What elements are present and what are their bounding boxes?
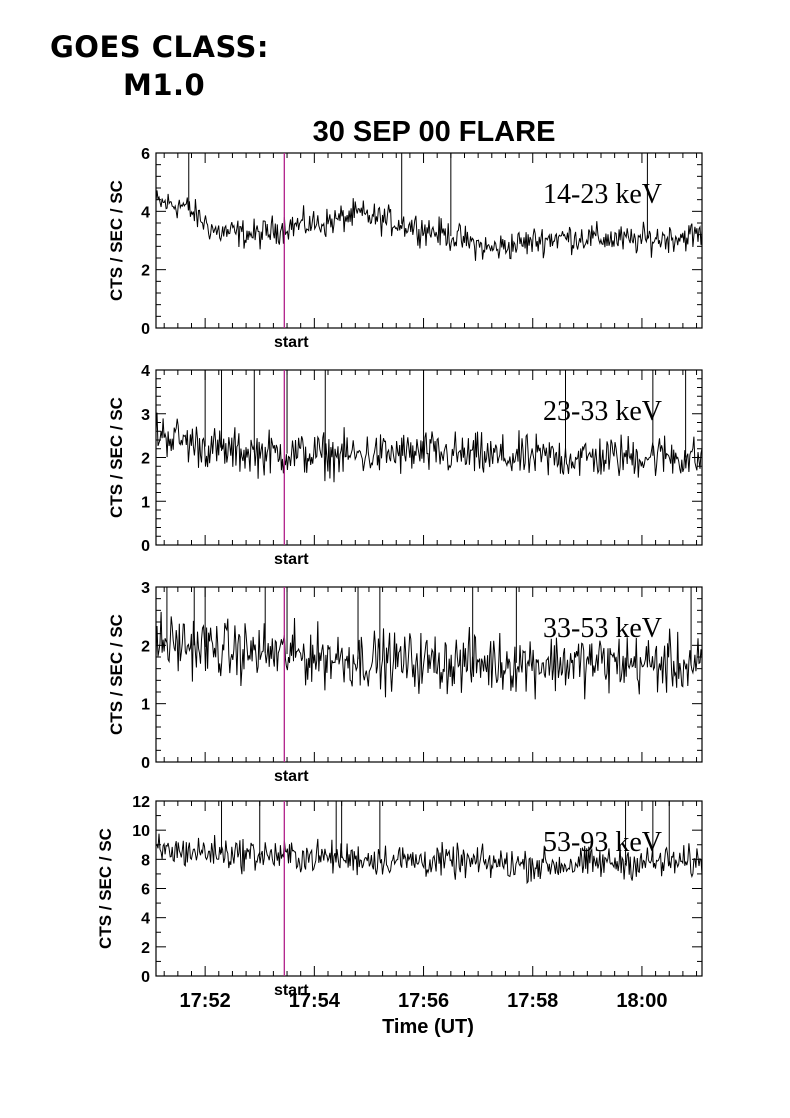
chart-title: 30 SEP 00 FLARE — [313, 116, 556, 148]
start-marker-label: start — [274, 551, 309, 568]
y-tick-label: 4 — [141, 911, 150, 928]
y-axis-label: CTS / SEC / SC — [96, 828, 115, 949]
lightcurve-series — [155, 611, 703, 700]
y-axis-label: CTS / SEC / SC — [107, 180, 126, 301]
energy-band-label: 23-33 keV — [543, 396, 662, 427]
y-tick-label: 0 — [141, 321, 150, 338]
lightcurve-series — [155, 190, 703, 261]
y-tick-label: 1 — [141, 697, 150, 714]
start-marker-label: start — [274, 768, 309, 785]
y-tick-label: 0 — [141, 538, 150, 555]
goes-class-label: GOES CLASS: — [50, 30, 270, 64]
y-axis-label: CTS / SEC / SC — [107, 614, 126, 735]
x-tick-label: 17:56 — [398, 990, 449, 1012]
panel-3: 0 1 2 3 CTS / SEC / SC start 33-53 keV — [107, 580, 703, 785]
y-tick-label: 0 — [141, 969, 150, 986]
start-marker-label: start — [274, 334, 309, 351]
panel-4: 0 2 4 6 8 10 12 CTS / SEC / SC start 53-93 keV — [96, 794, 703, 999]
y-tick-label: 8 — [141, 852, 150, 869]
energy-band-label: 14-23 keV — [543, 179, 662, 210]
x-axis-label: Time (UT) — [382, 1016, 474, 1038]
start-marker-label: start — [274, 982, 309, 999]
panel-2: 0 1 2 3 4 CTS / SEC / SC start 23-33 keV — [107, 363, 703, 568]
energy-band-label: 53-93 keV — [543, 827, 662, 858]
y-tick-label: 2 — [141, 940, 150, 957]
panel-frame — [155, 152, 703, 329]
lightcurve-series — [155, 412, 703, 483]
y-tick-label: 4 — [141, 204, 150, 221]
y-tick-label: 6 — [141, 882, 150, 899]
panel-1: 0 2 4 6 CTS / SEC / SC start 14-23 keV — [107, 146, 703, 351]
y-tick-label: 10 — [132, 823, 150, 840]
panel-frame — [155, 586, 703, 763]
x-tick-label: 17:52 — [180, 990, 231, 1012]
x-tick-label: 17:58 — [507, 990, 558, 1012]
y-tick-label: 3 — [141, 580, 150, 597]
y-tick-label: 1 — [141, 494, 150, 511]
energy-band-label: 33-53 keV — [543, 613, 662, 644]
y-tick-label: 2 — [141, 451, 150, 468]
lightcurve-series — [155, 833, 703, 885]
y-tick-label: 3 — [141, 407, 150, 424]
y-tick-label: 6 — [141, 146, 150, 163]
y-axis-label: CTS / SEC / SC — [107, 397, 126, 518]
y-tick-label: 2 — [141, 263, 150, 280]
y-tick-label: 0 — [141, 755, 150, 772]
y-tick-label: 4 — [141, 363, 150, 380]
goes-class-value: M1.0 — [123, 68, 206, 102]
y-tick-label: 12 — [132, 794, 150, 811]
y-tick-label: 2 — [141, 638, 150, 655]
x-tick-label: 18:00 — [616, 990, 667, 1012]
x-tick-label: 17:54 — [289, 990, 341, 1012]
